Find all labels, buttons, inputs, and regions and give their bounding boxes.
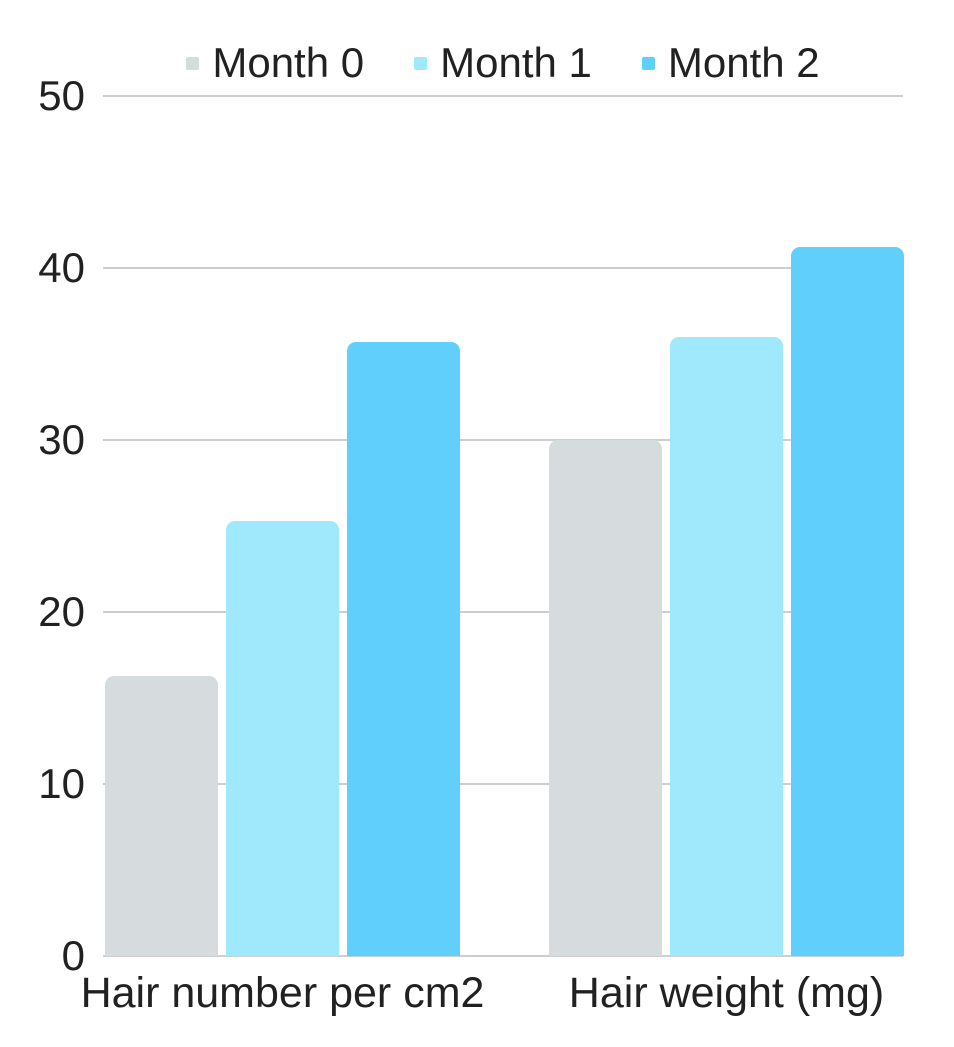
bar-month-2-hair-weight-mg-[interactable]	[791, 247, 904, 956]
legend-item-month-0[interactable]: Month 0	[186, 42, 364, 84]
legend-label: Month 2	[667, 39, 820, 86]
y-axis-tick-label: 20	[38, 588, 85, 635]
bar-month-0-hair-number-per-cm2[interactable]	[105, 675, 218, 956]
y-axis-tick-label: 10	[38, 760, 85, 807]
gridline-10	[103, 783, 903, 785]
y-axis-tick-label: 0	[61, 932, 85, 979]
bar-month-0-hair-weight-mg-[interactable]	[549, 440, 662, 956]
gridline-50	[103, 95, 903, 97]
legend-marker-icon	[414, 56, 428, 70]
y-axis-tick-label: 40	[38, 244, 85, 291]
legend-marker-icon	[186, 56, 200, 70]
legend-item-month-2[interactable]: Month 2	[641, 39, 820, 86]
legend-label: Month 1	[440, 39, 592, 86]
chart-legend: Month 0 Month 1 Month 2	[103, 38, 903, 88]
bar-month-1-hair-weight-mg-[interactable]	[670, 336, 783, 956]
x-axis-category-label: Hair weight (mg)	[568, 969, 885, 1017]
gridline-30	[103, 439, 903, 441]
bar-month-1-hair-number-per-cm2[interactable]	[226, 520, 339, 956]
y-axis-tick-label: 30	[38, 416, 85, 463]
gridline-0	[103, 955, 903, 957]
legend-item-month-1[interactable]: Month 1	[414, 42, 592, 84]
gridline-40	[103, 267, 903, 269]
x-axis-category-label: Hair number per cm2	[80, 969, 485, 1017]
legend-label: Month 0	[212, 39, 365, 86]
gridline-20	[103, 611, 903, 613]
legend-marker-icon	[641, 56, 655, 70]
bar-month-2-hair-number-per-cm2[interactable]	[347, 341, 460, 956]
y-axis-tick-label: 50	[38, 72, 85, 119]
